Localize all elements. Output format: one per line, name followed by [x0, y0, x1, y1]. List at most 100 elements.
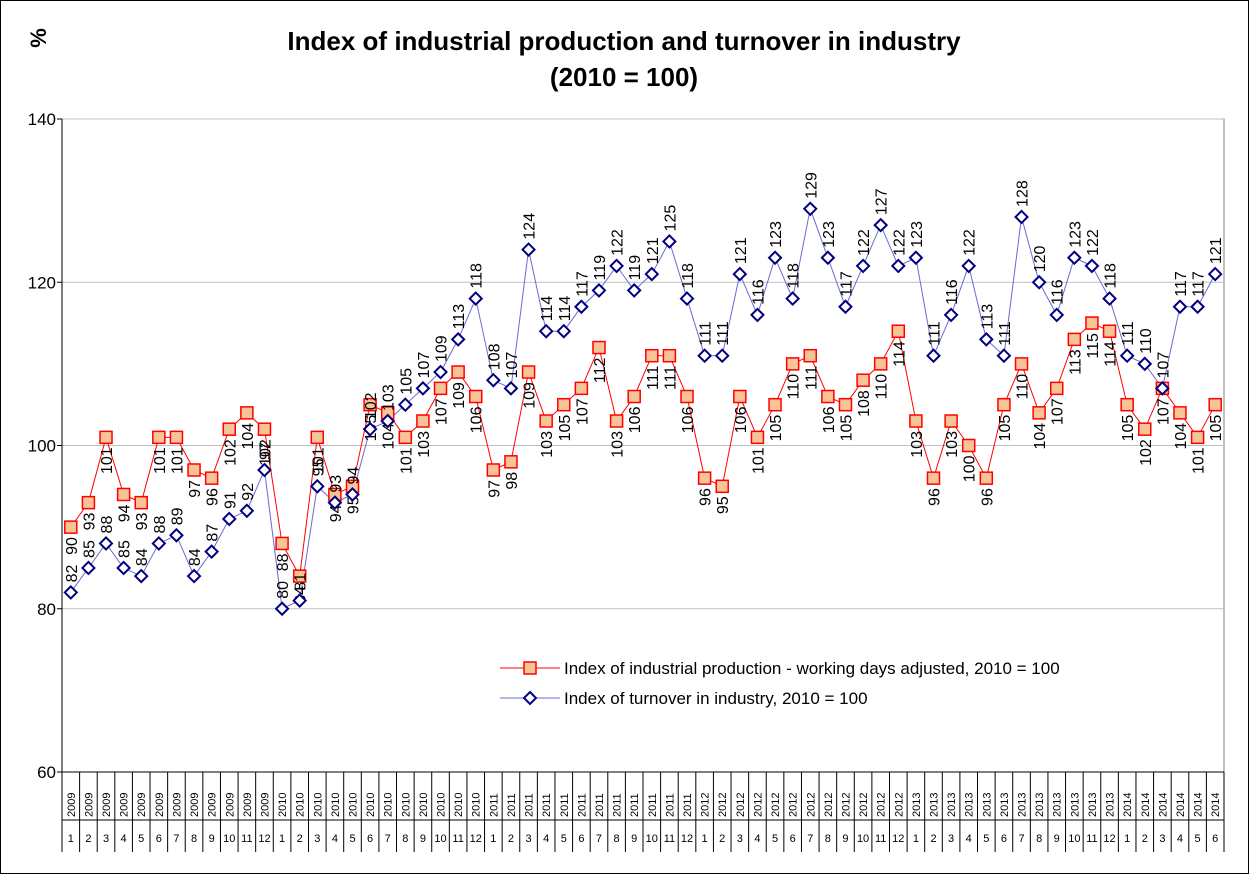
data-label: 106 — [733, 406, 750, 433]
x-month-label: 9 — [1054, 833, 1060, 845]
data-label: 84 — [187, 548, 204, 566]
data-label: 105 — [997, 415, 1014, 442]
x-month-label: 1 — [702, 833, 708, 845]
marker — [80, 560, 96, 576]
data-label: 105 — [557, 415, 574, 442]
data-label: 123 — [768, 221, 785, 248]
x-year-label: 2009 — [154, 793, 166, 817]
data-label: 103 — [909, 431, 926, 458]
data-label: 111 — [997, 321, 1014, 345]
marker — [521, 242, 536, 258]
data-label: 96 — [979, 488, 996, 506]
x-year-label: 2013 — [946, 793, 958, 817]
data-label: 107 — [1155, 352, 1172, 379]
marker — [1049, 307, 1065, 323]
x-year-label: 2012 — [876, 793, 888, 817]
data-label: 97 — [486, 480, 503, 498]
data-label: 105 — [1208, 415, 1225, 442]
data-label: 101 — [169, 447, 186, 474]
marker — [292, 569, 307, 583]
data-label: 107 — [434, 398, 451, 425]
marker — [1119, 348, 1135, 364]
marker — [468, 291, 484, 306]
data-label: 118 — [680, 263, 697, 289]
x-year-label: 2012 — [700, 793, 712, 817]
marker — [64, 520, 78, 534]
marker — [363, 397, 377, 412]
data-label: 123 — [821, 221, 838, 248]
marker — [574, 381, 589, 396]
data-label: 107 — [1050, 398, 1067, 425]
data-label: 101 — [398, 447, 415, 474]
data-label: 103 — [539, 431, 556, 458]
x-month-label: 7 — [1018, 833, 1024, 845]
x-month-label: 2 — [297, 833, 303, 845]
x-month-label: 2 — [930, 833, 936, 845]
marker — [838, 299, 853, 315]
marker — [855, 258, 871, 274]
data-label: 106 — [680, 406, 697, 433]
data-label: 88 — [152, 516, 169, 534]
marker — [697, 348, 713, 364]
x-month-label: 3 — [103, 833, 109, 845]
x-month-label: 9 — [842, 833, 848, 845]
marker — [522, 690, 538, 706]
data-label: 121 — [1208, 237, 1225, 264]
data-label: 93 — [134, 513, 151, 531]
marker — [274, 601, 290, 617]
marker — [785, 291, 801, 306]
x-month-label: 9 — [631, 833, 637, 845]
x-year-label: 2010 — [295, 793, 307, 817]
x-year-label: 2012 — [735, 793, 747, 817]
data-label: 111 — [698, 321, 715, 345]
data-label: 113 — [979, 304, 996, 330]
x-year-label: 2013 — [911, 793, 923, 817]
x-year-label: 2009 — [101, 793, 113, 817]
x-month-label: 4 — [966, 833, 972, 845]
x-month-label: 5 — [983, 833, 989, 845]
marker — [345, 487, 360, 502]
data-label: 88 — [275, 553, 292, 571]
x-month-label: 3 — [737, 833, 743, 845]
marker — [415, 380, 431, 396]
data-label: 122 — [891, 229, 908, 256]
x-month-label: 6 — [1001, 833, 1007, 845]
marker — [1208, 397, 1222, 412]
marker — [785, 357, 800, 371]
marker — [292, 593, 308, 609]
x-month-label: 6 — [1212, 833, 1218, 845]
marker — [1207, 266, 1223, 282]
data-label: 96 — [698, 488, 715, 506]
data-label: 124 — [522, 213, 539, 240]
x-year-label: 2012 — [840, 793, 852, 817]
data-label: 100 — [962, 455, 979, 482]
x-year-label: 2011 — [612, 793, 624, 817]
x-month-label: 1 — [279, 833, 285, 845]
data-label: 90 — [64, 537, 81, 555]
x-year-label: 2009 — [224, 793, 236, 817]
x-month-label: 6 — [367, 833, 373, 845]
x-year-label: 2011 — [594, 793, 606, 817]
x-month-label: 5 — [561, 833, 567, 845]
marker — [204, 544, 220, 560]
x-month-label: 1 — [1124, 833, 1130, 845]
data-label: 105 — [838, 415, 855, 442]
marker — [187, 463, 201, 477]
data-label: 113 — [451, 304, 468, 330]
data-label: 104 — [1032, 423, 1049, 450]
data-label: 101 — [99, 447, 116, 474]
x-month-label: 6 — [578, 833, 584, 845]
data-label: 102 — [257, 439, 274, 466]
x-month-label: 3 — [525, 833, 531, 845]
x-month-label: 10 — [223, 833, 235, 845]
data-label: 108 — [856, 390, 873, 417]
marker — [486, 463, 501, 477]
marker — [908, 250, 924, 266]
data-label: 116 — [1050, 279, 1067, 305]
data-label: 101 — [152, 447, 169, 474]
marker — [1032, 406, 1046, 420]
x-month-label: 5 — [1195, 833, 1201, 845]
marker — [310, 430, 325, 445]
